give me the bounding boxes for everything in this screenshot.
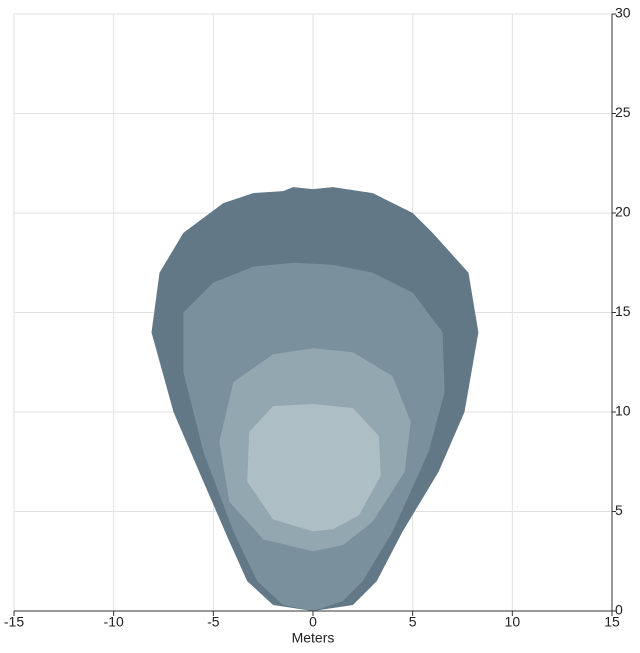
y-tick-label: 20 (615, 204, 631, 220)
x-tick-label: 10 (505, 614, 521, 630)
x-tick-label: 5 (409, 614, 417, 630)
x-tick-label: -10 (104, 614, 124, 630)
contour-area (247, 404, 381, 532)
x-tick-label: -5 (207, 614, 220, 630)
x-axis-label: Meters (292, 630, 335, 646)
x-tick-label: -15 (4, 614, 24, 630)
y-tick-label: 30 (615, 5, 631, 21)
y-tick-label: 5 (615, 502, 623, 518)
y-tick-label: 0 (615, 602, 623, 618)
y-tick-label: 15 (615, 303, 631, 319)
x-tick-label: 15 (604, 614, 620, 630)
y-tick-label: 25 (615, 104, 631, 120)
x-tick-label: 0 (309, 614, 317, 630)
y-tick-label: 10 (615, 403, 631, 419)
